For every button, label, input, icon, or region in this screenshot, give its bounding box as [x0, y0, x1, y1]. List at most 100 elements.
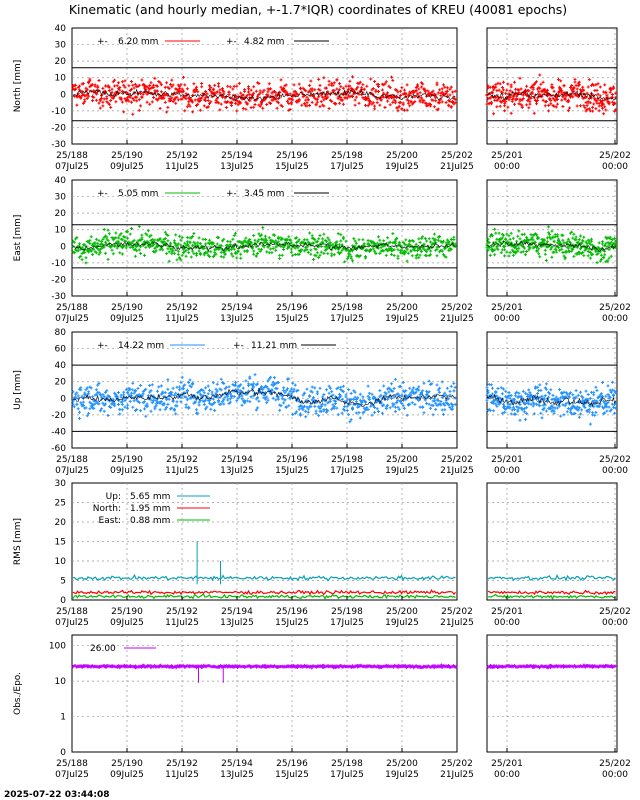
y-axis-label: Up [mm]: [13, 370, 23, 410]
x-tick-label-bottom: 07Jul25: [55, 618, 89, 628]
x-tick-label-bottom: 19Jul25: [385, 314, 419, 324]
legend-label: 6.20 mm: [118, 37, 158, 47]
y-tick-label: 80: [55, 328, 67, 338]
y-tick-label: 1: [60, 713, 66, 723]
x-tick-label-bottom: 07Jul25: [55, 314, 89, 324]
legend-marker: +-: [233, 341, 244, 351]
x-tick-label-top: 25/201: [491, 303, 523, 313]
rms-series-1: [487, 589, 616, 596]
east-median-line: [486, 240, 616, 252]
y-tick-label: -30: [51, 292, 66, 302]
up-series-points: [71, 373, 457, 424]
x-tick-label-bottom: 00:00: [602, 618, 628, 628]
y-tick-label: 0: [60, 748, 66, 758]
rms-series-0: [73, 573, 456, 582]
y-tick-label: 10: [55, 74, 67, 84]
x-tick-label-top: 25/188: [56, 759, 88, 769]
up-median-line: [486, 393, 616, 408]
legend-marker: +-: [97, 341, 108, 351]
y-tick-label: 40: [55, 176, 67, 186]
x-tick-label-top: 25/198: [331, 303, 363, 313]
x-tick-label-bottom: 11Jul25: [165, 466, 199, 476]
x-tick-label-top: 25/196: [276, 303, 308, 313]
x-tick-label-bottom: 00:00: [602, 466, 628, 476]
x-tick-label-bottom: 15Jul25: [275, 618, 309, 628]
x-tick-label-bottom: 21Jul25: [440, 162, 474, 172]
x-tick-label-top: 25/188: [56, 303, 88, 313]
x-tick-label-bottom: 09Jul25: [110, 162, 144, 172]
x-tick-label-top: 25/192: [166, 455, 198, 465]
x-tick-label-top: 25/200: [386, 303, 418, 313]
x-tick-label-bottom: 00:00: [602, 314, 628, 324]
y-tick-label: 30: [55, 193, 67, 203]
y-tick-label: 20: [55, 209, 67, 219]
x-tick-label-bottom: 15Jul25: [275, 314, 309, 324]
obs-series-points: [71, 663, 458, 670]
x-tick-label-bottom: 21Jul25: [440, 314, 474, 324]
x-tick-label-top: 25/196: [276, 151, 308, 161]
x-tick-label-top: 25/202: [441, 607, 473, 617]
y-tick-label: -10: [51, 259, 66, 269]
y-tick-label: 20: [55, 518, 67, 528]
x-tick-label-bottom: 07Jul25: [55, 162, 89, 172]
y-tick-label: 5: [60, 577, 66, 587]
x-tick-label-top: 25/190: [111, 151, 143, 161]
rms-series-1: [72, 589, 456, 596]
y-tick-label: 60: [55, 345, 67, 355]
x-tick-label-bottom: 13Jul25: [220, 618, 254, 628]
x-tick-label-top: 25/190: [111, 455, 143, 465]
north-median-line: [72, 88, 456, 102]
y-tick-label: 0: [60, 242, 66, 252]
y-tick-label: 100: [49, 642, 66, 652]
x-tick-label-bottom: 09Jul25: [110, 314, 144, 324]
legend-value: 0.88 mm: [130, 516, 170, 526]
chart-panels: 25/18807Jul2525/19009Jul2525/19211Jul252…: [13, 24, 631, 780]
x-tick-label-bottom: 15Jul25: [275, 770, 309, 780]
x-tick-label-bottom: 00:00: [602, 162, 628, 172]
x-tick-label-bottom: 00:00: [494, 466, 520, 476]
y-axis-label: RMS [mm]: [13, 518, 23, 565]
x-tick-label-top: 25/190: [111, 607, 143, 617]
x-tick-label-top: 25/202: [441, 303, 473, 313]
legend-label: North:: [93, 504, 121, 514]
x-tick-label-bottom: 19Jul25: [385, 770, 419, 780]
x-tick-label-bottom: 00:00: [494, 770, 520, 780]
x-tick-label-bottom: 13Jul25: [220, 162, 254, 172]
x-tick-label-top: 25/198: [331, 759, 363, 769]
legend-label: Up:: [106, 492, 121, 502]
rms-series-2: [488, 593, 616, 601]
x-tick-label-bottom: 11Jul25: [165, 618, 199, 628]
x-tick-label-bottom: 09Jul25: [110, 770, 144, 780]
x-tick-label-bottom: 21Jul25: [440, 466, 474, 476]
x-tick-label-bottom: 11Jul25: [165, 770, 199, 780]
y-tick-label: -10: [51, 107, 66, 117]
y-tick-label: 20: [55, 378, 67, 388]
legend-marker: +-: [97, 189, 108, 199]
x-tick-label-top: 25/192: [166, 303, 198, 313]
x-tick-label-bottom: 19Jul25: [385, 618, 419, 628]
x-tick-label-top: 25/202: [441, 759, 473, 769]
x-tick-label-top: 25/190: [111, 303, 143, 313]
y-tick-label: 10: [55, 557, 67, 567]
x-tick-label-bottom: 07Jul25: [55, 466, 89, 476]
y-tick-label: 0: [60, 394, 66, 404]
x-tick-label-bottom: 11Jul25: [165, 314, 199, 324]
y-tick-label: 40: [55, 361, 67, 371]
x-tick-label-top: 25/201: [491, 759, 523, 769]
y-tick-label: -60: [51, 444, 66, 454]
x-tick-label-bottom: 13Jul25: [220, 314, 254, 324]
x-tick-label-top: 25/201: [491, 151, 523, 161]
footer-timestamp: 2025-07-22 03:44:08: [4, 790, 109, 800]
x-tick-label-top: 25/194: [221, 303, 253, 313]
x-tick-label-top: 25/196: [276, 759, 308, 769]
x-tick-label-bottom: 17Jul25: [330, 466, 364, 476]
x-tick-label-top: 25/188: [56, 455, 88, 465]
legend-value: 5.65 mm: [130, 492, 170, 502]
